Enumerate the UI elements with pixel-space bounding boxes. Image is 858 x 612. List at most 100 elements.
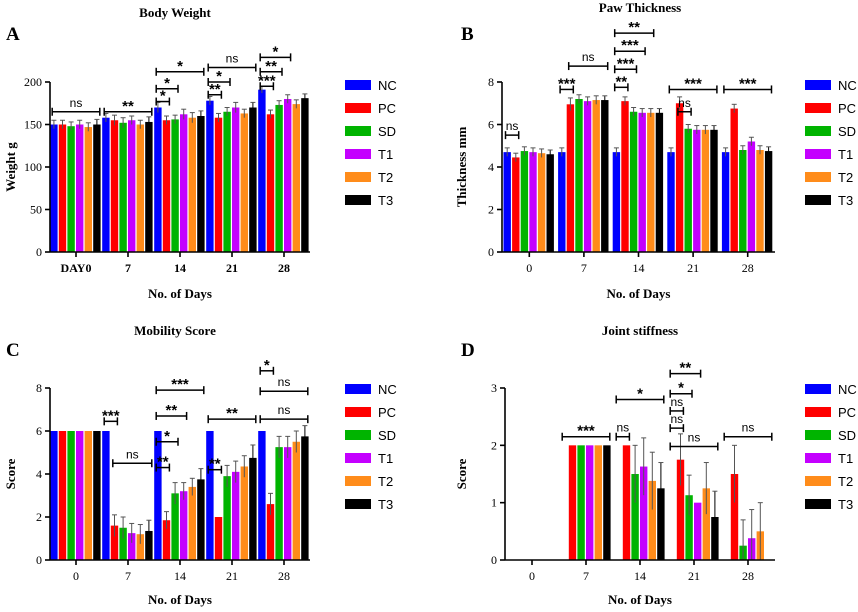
bar-t3-28 xyxy=(764,151,773,252)
bar-pc-7 xyxy=(566,104,575,252)
legend-swatch-sd xyxy=(345,126,371,136)
bar-t2-28 xyxy=(756,150,764,252)
legend-swatch-pc xyxy=(345,103,371,113)
bar-t1-14 xyxy=(180,114,188,252)
significance-label: * xyxy=(264,357,270,374)
bar-t3-21 xyxy=(249,107,257,252)
legend-swatch-nc xyxy=(345,384,371,394)
legend-label-sd: SD xyxy=(838,124,856,139)
bar-t2-21 xyxy=(240,466,248,560)
significance-label: * xyxy=(216,68,222,85)
y-tick-label: 2 xyxy=(491,438,497,452)
legend-swatch-t2 xyxy=(345,476,371,486)
x-axis-label: No. of Days xyxy=(148,592,212,607)
panel-letter: C xyxy=(6,340,20,361)
bar-t1-0 xyxy=(76,431,84,560)
y-tick-label: 4 xyxy=(488,160,494,174)
chart-title: Joint stiffness xyxy=(602,323,678,338)
legend-label-t2: T2 xyxy=(378,474,393,489)
legend-label-t1: T1 xyxy=(378,147,393,162)
significance-label: ns xyxy=(278,375,291,389)
significance-label: ns xyxy=(582,50,595,64)
bar-nc-14 xyxy=(612,152,621,253)
bar-t3-0 xyxy=(546,154,554,252)
bar-t2-day0 xyxy=(84,127,92,252)
bar-sd-0 xyxy=(520,151,529,252)
legend-swatch-pc xyxy=(805,103,831,113)
x-tick-label: 28 xyxy=(742,569,754,583)
bar-sd-7 xyxy=(577,445,585,560)
significance-label: ns xyxy=(688,430,701,444)
significance-label: ** xyxy=(226,405,238,422)
significance-label: ** xyxy=(157,454,169,471)
x-tick-label: 14 xyxy=(174,261,186,275)
bar-pc-7 xyxy=(110,120,119,252)
significance-label: ** xyxy=(122,98,134,115)
legend-swatch-t2 xyxy=(805,172,831,182)
bar-nc-21 xyxy=(206,431,214,560)
bar-t2-28 xyxy=(292,104,300,252)
y-tick-label: 0 xyxy=(491,553,497,567)
significance-label: ns xyxy=(126,447,139,461)
legend-swatch-t1 xyxy=(805,453,831,463)
legend-label-t3: T3 xyxy=(378,193,393,208)
bar-sd-7 xyxy=(119,527,127,560)
bar-t3-14 xyxy=(655,112,664,252)
legend-label-t1: T1 xyxy=(838,451,853,466)
significance-label: *** xyxy=(258,72,276,89)
y-tick-label: 8 xyxy=(488,75,494,89)
bar-pc-28 xyxy=(266,504,275,560)
bar-sd-21 xyxy=(223,476,231,560)
bar-pc-28 xyxy=(266,114,275,252)
bar-t1-28 xyxy=(284,99,292,252)
bar-pc-14 xyxy=(622,445,631,560)
significance-label: * xyxy=(678,380,684,397)
bar-sd-7 xyxy=(119,122,127,252)
legend-swatch-t3 xyxy=(805,195,831,205)
bar-t2-14 xyxy=(188,117,196,252)
legend-label-t2: T2 xyxy=(378,170,393,185)
significance-label: ** xyxy=(680,360,692,377)
y-tick-label: 2 xyxy=(36,510,42,524)
bar-pc-7 xyxy=(568,445,577,560)
bar-nc-7 xyxy=(102,431,110,560)
x-tick-label: 0 xyxy=(526,261,532,275)
significance-label: *** xyxy=(617,55,635,72)
legend-label-t1: T1 xyxy=(838,147,853,162)
significance-label: ** xyxy=(265,58,277,75)
bar-nc-0 xyxy=(50,431,58,560)
legend-swatch-t3 xyxy=(345,195,371,205)
legend-swatch-nc xyxy=(345,80,371,90)
bar-t1-21 xyxy=(694,502,702,560)
x-tick-label: 0 xyxy=(529,569,535,583)
significance-label: * xyxy=(177,58,183,75)
x-tick-label: 21 xyxy=(688,569,700,583)
panel-letter: A xyxy=(6,24,20,45)
panel-c: C Mobility Score 0 2 4 6 8 0 7 14 21 28 No. of Days S… xyxy=(3,323,397,607)
legend-label-t3: T3 xyxy=(838,497,853,512)
chart-title: Body Weight xyxy=(139,5,211,20)
significance-label: *** xyxy=(684,75,702,92)
x-tick-label: 7 xyxy=(125,261,131,275)
bar-t1-21 xyxy=(232,107,240,252)
legend-label-nc: NC xyxy=(838,382,857,397)
y-tick-label: 100 xyxy=(24,160,42,174)
legend-label-t3: T3 xyxy=(838,193,853,208)
bar-t1-28 xyxy=(747,141,756,252)
bar-t2-14 xyxy=(647,112,655,252)
bar-t1-14 xyxy=(180,491,188,560)
y-axis-label: Weight g xyxy=(3,142,18,192)
y-tick-label: 200 xyxy=(24,75,42,89)
bar-t1-7 xyxy=(128,120,136,252)
significance-label: * xyxy=(164,428,170,445)
bar-sd-14 xyxy=(171,493,179,560)
panel-a: A Body Weight 0 50 100 150 200 DAY0 7 14 21 28 No. o… xyxy=(3,5,397,301)
bar-pc-14 xyxy=(162,520,171,560)
x-tick-label: 28 xyxy=(278,569,290,583)
significance-label: ns xyxy=(70,96,83,110)
x-tick-label: 7 xyxy=(125,569,131,583)
x-tick-label: 0 xyxy=(73,569,79,583)
x-tick-label: 7 xyxy=(583,569,589,583)
bar-sd-14 xyxy=(629,111,638,252)
y-axis-label: Score xyxy=(3,458,18,489)
